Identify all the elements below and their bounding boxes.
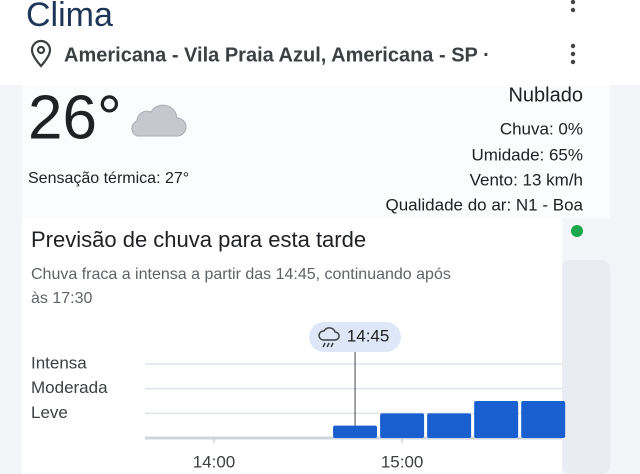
status-dot (571, 225, 583, 237)
bar (333, 425, 378, 438)
detail: Chuva: 0% (500, 119, 583, 138)
current-card (22, 85, 610, 218)
detail: Umidade: 65% (471, 145, 583, 164)
bar (474, 401, 519, 438)
cloud-icon (131, 104, 187, 137)
y-tick-label: Intensa (31, 353, 87, 372)
x-tick-label: 14:00 (193, 452, 236, 471)
side-card (562, 260, 610, 474)
forecast-card (22, 218, 562, 474)
detail: Qualidade do ar: N1 - Boa (385, 195, 583, 214)
forecast-title: Previsão de chuva para esta tarde (31, 227, 366, 252)
rain-chart: Leve Moderada Intensa 14:00 15:00 14:45 (31, 322, 566, 471)
y-tick-label: Leve (31, 403, 68, 422)
location[interactable]: Americana - Vila Praia Azul, Americana -… (64, 44, 490, 66)
condition: Nublado (508, 84, 583, 106)
forecast-text: às 17:30 (31, 290, 92, 307)
bar (427, 413, 472, 438)
x-tick-label: 15:00 (381, 452, 424, 471)
bar (521, 401, 566, 438)
y-tick-label: Moderada (31, 378, 108, 397)
rain-icon (318, 327, 340, 348)
menu-icon[interactable] (570, 43, 576, 65)
menu-icon[interactable] (570, 0, 576, 13)
page-title: Clima (26, 0, 113, 34)
detail: Vento: 13 km/h (470, 170, 583, 189)
feels-like: Sensação térmica: 27° (28, 170, 189, 187)
pin-icon (30, 39, 52, 68)
forecast-text: Chuva fraca a intensa a partir das 14:45… (31, 266, 451, 283)
marker-label: 14:45 (347, 326, 390, 345)
temperature: 26° (28, 83, 122, 152)
bar (380, 413, 425, 438)
